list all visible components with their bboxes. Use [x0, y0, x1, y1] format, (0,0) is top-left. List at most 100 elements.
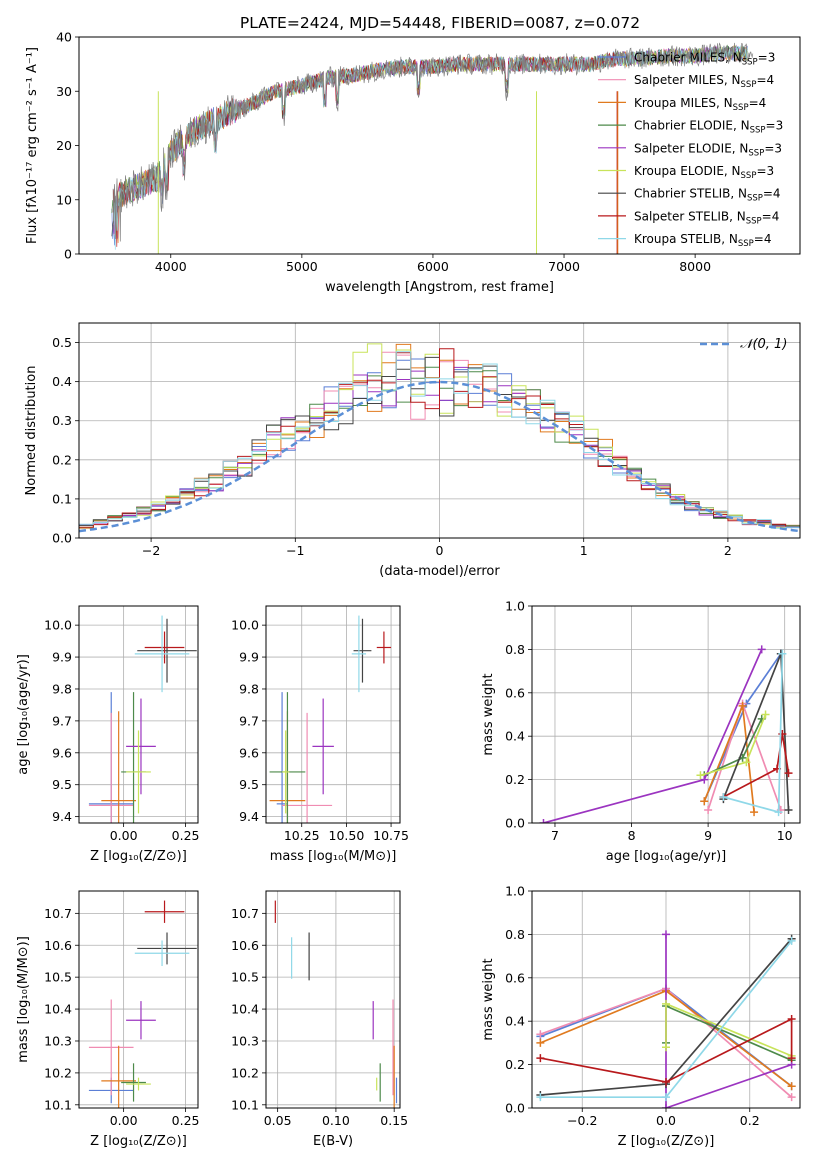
y-tick-label: 0.0	[52, 531, 72, 546]
mass-weight-marker	[662, 1093, 670, 1102]
mass-weight-marker	[704, 805, 713, 814]
y-tick-label: 0.4	[505, 1014, 525, 1029]
axes-panel-8: −0.2 0.0 0.2 0.0 0.2 0.4 0.6 0.8 1.0 Z [log₁₀(Z/Z…	[481, 884, 801, 1149]
x-axis-label: age [log₁₀(age/yr)]	[606, 849, 727, 864]
y-axis-label: mass weight	[481, 958, 496, 1040]
y-tick-label: 10.4	[44, 1002, 72, 1017]
mass-weight-marker	[536, 1054, 545, 1063]
y-tick-label: 10.0	[231, 618, 259, 633]
axes-panel-6: 0.00 0.25 10.1 10.2 10.3 10.4 10.5 10.6 10.7 Z [l…	[16, 890, 200, 1149]
mass-weight-marker	[742, 758, 751, 767]
axes-frame	[78, 890, 199, 1109]
y-tick-label: 0.6	[505, 685, 525, 700]
y-tick-label: 10.5	[44, 970, 72, 985]
y-axis-label: mass weight	[481, 673, 496, 755]
x-tick-label: 0.15	[380, 1113, 408, 1128]
x-tick-label: −1	[286, 543, 304, 558]
x-axis-label: wavelength [Angstrom, rest frame]	[325, 280, 554, 295]
y-tick-label: 10.2	[44, 1065, 72, 1080]
x-tick-label: −2	[142, 543, 160, 558]
y-axis-label: Normed distribution	[24, 366, 39, 496]
y-tick-label: 10.6	[44, 938, 72, 953]
mass-weight-line-chabrier_elodie	[665, 1004, 792, 1062]
x-tick-label: 7000	[548, 259, 580, 274]
y-tick-label: 10.7	[231, 906, 259, 921]
x-tick-label: 10.25	[284, 828, 320, 843]
axes-panel-4: 10.25 10.50 10.75 9.4 9.5 9.6 9.7 9.8 9.9 10.0 mas…	[231, 605, 409, 864]
x-tick-label: 5000	[286, 259, 318, 274]
y-tick-label: 0.3	[52, 413, 72, 428]
histogram-kroupa_stelib	[79, 351, 800, 529]
x-axis-label: Z [log₁₀(Z/Z⊙)]	[90, 849, 187, 864]
y-tick-label: 0.5	[52, 335, 72, 350]
x-tick-label: 10.75	[373, 828, 409, 843]
legend-entry: Salpeter ELODIE, NSSP=3	[634, 141, 782, 158]
y-tick-label: 10.7	[44, 906, 72, 921]
axes-panel-3: 0.00 0.25 9.4 9.5 9.6 9.7 9.8 9.9 10.0 Z [log₁₀(Z…	[16, 605, 200, 864]
x-axis-label: Z [log₁₀(Z/Z⊙)]	[618, 1134, 715, 1149]
mass-weight-marker	[757, 645, 766, 654]
mass-weight-marker	[787, 1015, 796, 1024]
y-tick-label: 9.9	[239, 650, 259, 665]
y-tick-label: 10	[56, 192, 72, 207]
y-tick-label: 9.8	[52, 681, 72, 696]
y-tick-label: 9.6	[52, 745, 72, 760]
y-tick-label: 10.1	[231, 1097, 259, 1112]
y-tick-label: 0.4	[505, 729, 525, 744]
plot-area	[88, 900, 197, 1108]
y-tick-label: 0.4	[52, 374, 72, 389]
legend-entry: Chabrier MILES, NSSP=3	[634, 51, 775, 68]
x-tick-label: 0.10	[322, 1113, 350, 1128]
y-tick-label: 9.7	[239, 713, 259, 728]
x-tick-label: 10.50	[329, 828, 365, 843]
gaussian-curve	[79, 380, 800, 533]
x-tick-label: 1	[580, 543, 588, 558]
axes-frame	[531, 890, 801, 1109]
y-tick-label: 1.0	[505, 884, 525, 899]
mass-weight-marker	[787, 1093, 796, 1102]
x-axis-label: (data-model)/error	[379, 564, 500, 579]
legend-entry: Chabrier ELODIE, NSSP=3	[634, 119, 783, 136]
mass-weight-marker	[696, 771, 705, 780]
y-tick-label: 0.0	[505, 1101, 525, 1116]
legend-entry: Kroupa STELIB, NSSP=4	[634, 232, 772, 249]
y-tick-label: 10.3	[44, 1033, 72, 1048]
y-tick-label: 10.3	[231, 1033, 259, 1048]
mass-weight-marker	[662, 999, 670, 1008]
y-tick-label: 9.5	[52, 777, 72, 792]
axes-frame	[265, 890, 401, 1109]
x-tick-label: 8000	[679, 259, 711, 274]
plot-area	[79, 343, 800, 533]
y-tick-label: 0.1	[52, 491, 72, 506]
mass-weight-line-salpeter_elodie	[665, 934, 792, 1108]
spectrum-legend: Chabrier MILES, NSSP=3 Salpeter MILES, NS…	[598, 51, 783, 249]
axes-frame	[78, 322, 801, 539]
y-tick-label: 0.8	[505, 642, 525, 657]
axes-panel-7: 0.05 0.10 0.15 10.1 10.2 10.3 10.4 10.5 10.6 10.7…	[231, 890, 408, 1149]
mass-weight-marker	[784, 769, 793, 778]
mass-weight-marker	[787, 936, 796, 945]
y-tick-label: 9.7	[52, 713, 72, 728]
mass-weight-marker	[536, 1038, 545, 1047]
y-tick-label: 40	[56, 30, 72, 45]
y-tick-label: 10.1	[44, 1097, 72, 1112]
x-tick-label: 0.25	[172, 1113, 200, 1128]
y-axis-label: mass [log₁₀(M/M⊙)]	[16, 936, 31, 1063]
y-tick-label: 0.8	[505, 927, 525, 942]
x-tick-label: 4000	[155, 259, 187, 274]
plot-area	[111, 42, 754, 254]
x-tick-label: 0.2	[740, 1113, 760, 1128]
y-tick-label: 0.2	[505, 1057, 525, 1072]
legend-entry: Kroupa MILES, NSSP=4	[634, 96, 766, 113]
mass-weight-marker	[787, 1054, 796, 1063]
y-tick-label: 0.0	[505, 816, 525, 831]
mass-weight-marker	[738, 701, 747, 710]
axes-frame	[531, 605, 801, 824]
mass-weight-marker	[662, 930, 670, 939]
x-axis-label: Z [log₁₀(Z/Z⊙)]	[90, 1134, 187, 1149]
legend-entry: Salpeter MILES, NSSP=4	[634, 73, 774, 90]
x-tick-label: 9	[704, 828, 712, 843]
y-tick-label: 9.8	[239, 681, 259, 696]
x-tick-label: 0	[436, 543, 444, 558]
